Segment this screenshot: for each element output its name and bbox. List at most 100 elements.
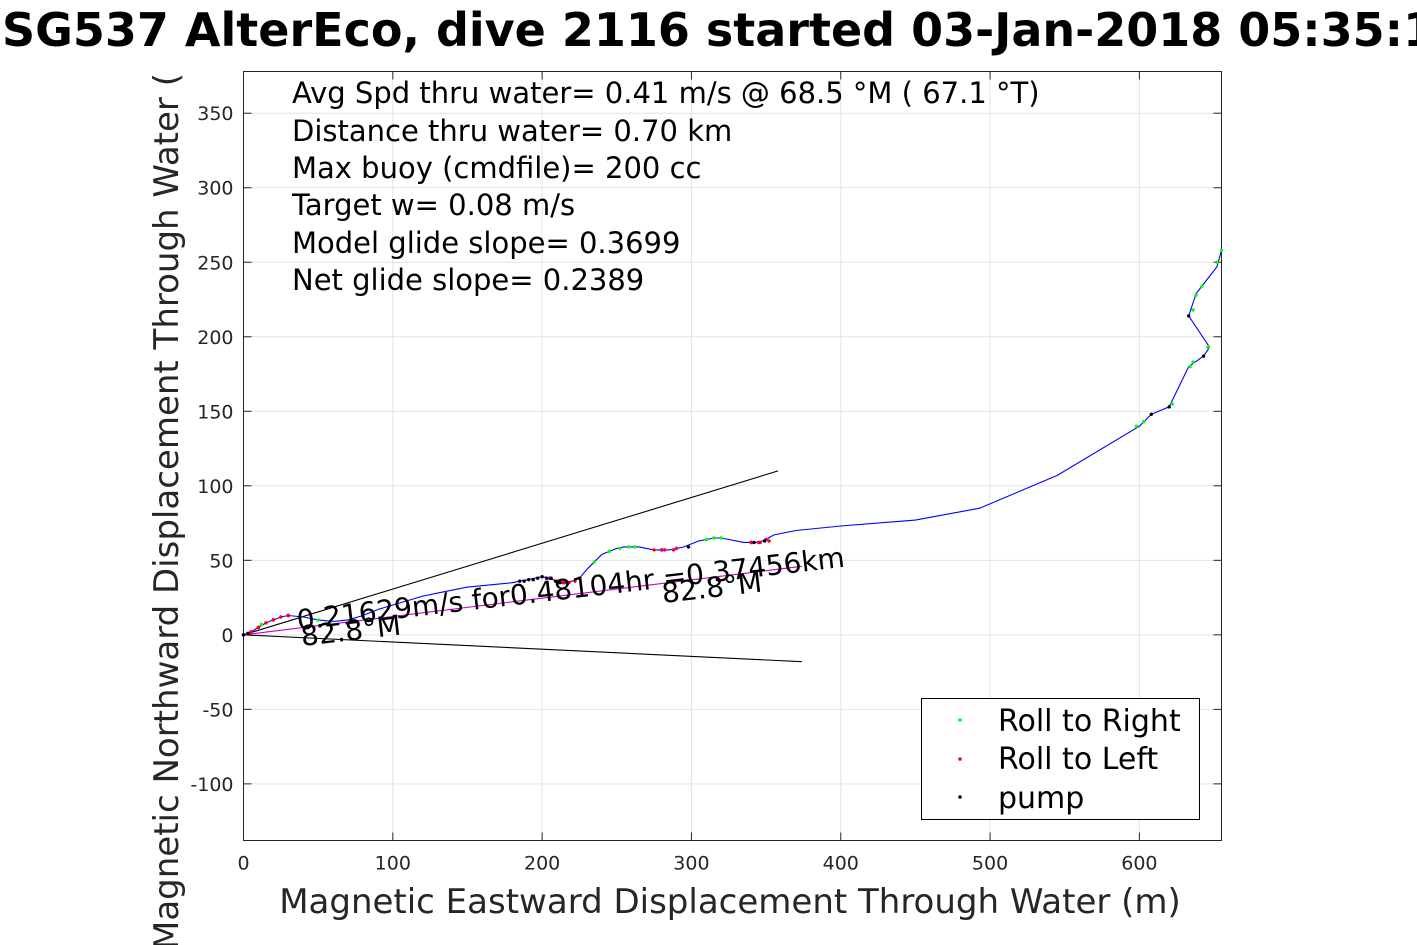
y-tick-label: 200 bbox=[197, 327, 233, 349]
pump-point bbox=[522, 579, 526, 583]
legend-marker-roll-left bbox=[958, 757, 962, 761]
pump-point bbox=[544, 576, 549, 580]
roll-to-right-point bbox=[1170, 402, 1174, 406]
roll-to-right-point bbox=[1188, 364, 1192, 369]
pump-point bbox=[558, 580, 562, 585]
pump-point bbox=[553, 579, 558, 583]
roll-to-right-point bbox=[607, 549, 612, 554]
roll-to-right-point bbox=[1215, 260, 1219, 264]
roll-to-left-point bbox=[256, 625, 261, 630]
legend-label-roll-right: Roll to Right bbox=[998, 704, 1181, 739]
x-tick-label: 100 bbox=[375, 853, 411, 875]
x-axis-label: Magnetic Eastward Displacement Through W… bbox=[279, 882, 1181, 922]
pump-point bbox=[526, 577, 531, 582]
y-axis-label: Magnetic Northward Displacement Through … bbox=[147, 73, 187, 945]
roll-to-right-point bbox=[592, 560, 597, 564]
roll-to-left-point bbox=[749, 540, 753, 545]
pump-point bbox=[531, 577, 535, 582]
y-tick-label: 250 bbox=[197, 252, 233, 274]
roll-to-left-point bbox=[758, 540, 762, 545]
roll-to-right-point bbox=[627, 545, 631, 549]
legend: Roll to Right Roll to Left pump bbox=[921, 698, 1200, 820]
x-tick-label: 0 bbox=[237, 853, 249, 875]
info-text-block: Avg Spd thru water= 0.41 m/s @ 68.5 °M (… bbox=[291, 76, 1040, 297]
roll-to-left-point bbox=[286, 613, 290, 618]
x-tick-label: 400 bbox=[823, 853, 859, 875]
reference-line bbox=[243, 565, 802, 636]
magenta-dot bbox=[674, 546, 679, 551]
y-tick-label: 300 bbox=[197, 178, 233, 200]
pump-point bbox=[549, 576, 553, 580]
roll-to-left-point bbox=[573, 579, 577, 583]
pump-point bbox=[1167, 405, 1171, 409]
pump-point bbox=[762, 539, 767, 543]
info-line-buoy: Max buoy (cmdfile)= 200 cc bbox=[292, 151, 701, 185]
info-line-distance: Distance thru water= 0.70 km bbox=[292, 114, 732, 148]
legend-box bbox=[921, 698, 1200, 820]
track-line bbox=[243, 250, 1223, 636]
legend-marker-roll-right bbox=[958, 718, 962, 722]
pump-point bbox=[518, 579, 522, 583]
pump-point bbox=[540, 575, 544, 579]
roll-to-left-point bbox=[671, 548, 676, 552]
chart-title: SG537 AlterEco, dive 2116 started 03-Jan… bbox=[2, 3, 1417, 57]
roll-to-right-point bbox=[1206, 345, 1210, 349]
roll-to-left-point bbox=[249, 630, 253, 634]
info-line-model-slope: Model glide slope= 0.3699 bbox=[292, 226, 680, 260]
x-tick-label: 200 bbox=[524, 853, 560, 875]
plot-frame bbox=[243, 71, 1222, 841]
reference-line bbox=[243, 470, 779, 636]
roll-to-right-point bbox=[259, 622, 264, 627]
roll-to-left-point bbox=[567, 580, 571, 585]
roll-to-left-point bbox=[271, 618, 276, 622]
y-tick-labels: -100 -50 0 50 100 150 200 250 300 350 bbox=[190, 103, 233, 796]
series-markers bbox=[241, 248, 1224, 637]
legend-label-pump: pump bbox=[998, 781, 1084, 816]
pump-point bbox=[1149, 412, 1154, 416]
y-tick-label: 50 bbox=[209, 550, 233, 572]
roll-to-right-point bbox=[1194, 293, 1198, 297]
pump-point bbox=[241, 633, 246, 637]
roll-to-right-point bbox=[704, 537, 709, 542]
x-tick-labels: 0 100 200 300 400 500 600 bbox=[237, 853, 1157, 875]
legend-marker-pump bbox=[958, 795, 962, 799]
legend-label-roll-left: Roll to Left bbox=[998, 742, 1158, 777]
y-tick-label: 0 bbox=[221, 625, 233, 647]
pump-point bbox=[1186, 314, 1191, 318]
y-tick-label: -100 bbox=[190, 774, 233, 796]
reference-line bbox=[243, 634, 802, 663]
pump-point bbox=[535, 576, 540, 580]
info-line-target-w: Target w= 0.08 m/s bbox=[291, 188, 575, 222]
reference-lines bbox=[243, 470, 802, 663]
info-line-net-slope: Net glide slope= 0.2389 bbox=[292, 263, 644, 297]
roll-to-right-point bbox=[1191, 360, 1195, 364]
roll-to-right-point bbox=[1142, 420, 1146, 424]
roll-to-left-point bbox=[652, 548, 656, 552]
roll-to-left-point bbox=[279, 615, 283, 619]
roll-to-right-point bbox=[1219, 248, 1224, 253]
magenta-dot bbox=[577, 576, 582, 581]
roll-to-right-point bbox=[719, 536, 724, 540]
info-line-speed: Avg Spd thru water= 0.41 m/s @ 68.5 °M (… bbox=[292, 76, 1040, 110]
x-tick-label: 500 bbox=[972, 853, 1008, 875]
pump-point bbox=[1201, 354, 1206, 358]
roll-to-right-point bbox=[1134, 424, 1139, 428]
pump-point bbox=[246, 631, 250, 636]
pump-point bbox=[752, 540, 756, 545]
x-tick-label: 300 bbox=[673, 853, 709, 875]
x-tick-label: 600 bbox=[1121, 853, 1157, 875]
roll-to-right-point bbox=[1191, 308, 1195, 312]
roll-to-left-point bbox=[767, 539, 771, 543]
roll-to-right-point bbox=[1200, 284, 1204, 288]
magenta-dot bbox=[659, 548, 664, 552]
y-tick-label: 100 bbox=[197, 476, 233, 498]
y-tick-label: 150 bbox=[197, 401, 233, 423]
roll-to-right-point bbox=[328, 619, 332, 624]
roll-to-left-point bbox=[561, 580, 565, 585]
roll-to-right-point bbox=[618, 546, 622, 551]
y-tick-label: -50 bbox=[202, 699, 233, 721]
y-tick-label: 350 bbox=[197, 103, 233, 125]
roll-to-right-point bbox=[316, 618, 320, 622]
roll-to-right-point bbox=[633, 545, 637, 549]
